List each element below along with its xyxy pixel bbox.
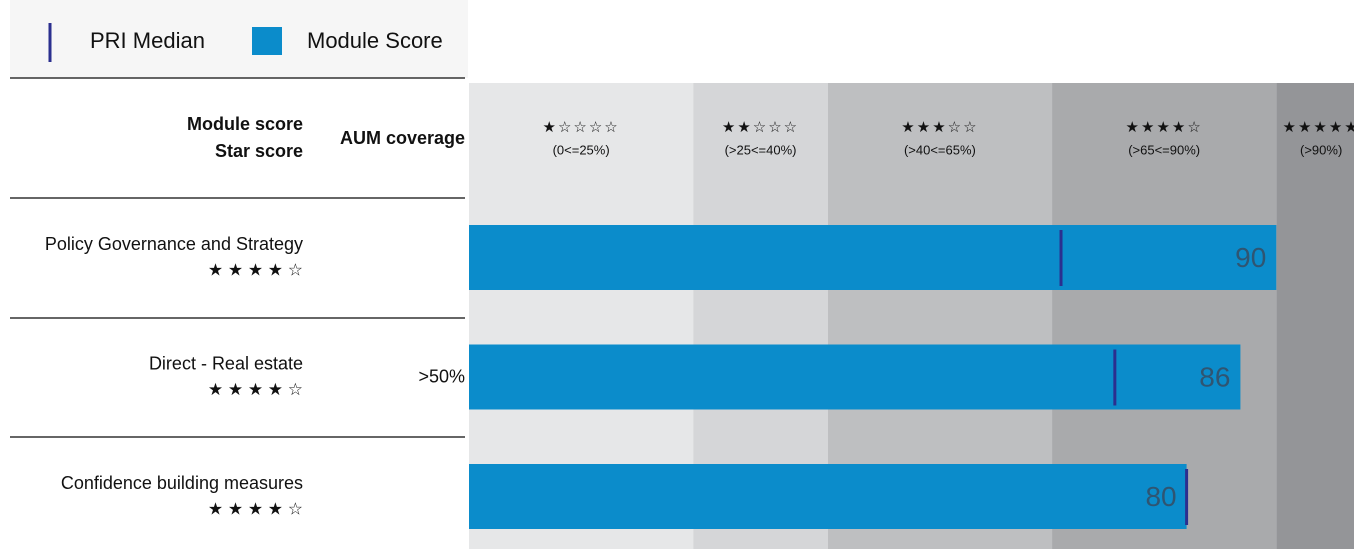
band-stars: ★☆☆☆☆ xyxy=(543,119,620,136)
band xyxy=(1276,83,1354,549)
row-stars: ★ ★ ★ ★ ☆ xyxy=(208,380,303,399)
legend-label: Module Score xyxy=(307,28,443,53)
value-label: 80 xyxy=(1145,481,1176,512)
row-label: Confidence building measures xyxy=(61,473,303,493)
band-stars: ★★★☆☆ xyxy=(901,119,978,136)
row-stars: ★ ★ ★ ★ ☆ xyxy=(208,260,303,279)
value-label: 90 xyxy=(1235,242,1266,273)
band-label: (>40<=65%) xyxy=(904,142,976,157)
band-label: (>90%) xyxy=(1300,142,1342,157)
band-stars: ★★★★☆ xyxy=(1126,119,1203,136)
bar xyxy=(469,344,1241,410)
row-label: Direct - Real estate xyxy=(149,353,303,373)
band-stars: ★★★★★ xyxy=(1283,119,1354,136)
band-stars: ★★☆☆☆ xyxy=(722,119,799,136)
band-label: (>25<=40%) xyxy=(725,142,797,157)
value-label: 86 xyxy=(1199,361,1230,392)
row-label: Policy Governance and Strategy xyxy=(45,234,303,254)
header-coverage: AUM coverage xyxy=(340,128,465,148)
header-score: Module score xyxy=(187,114,303,134)
header-star: Star score xyxy=(215,141,303,161)
band-label: (>65<=90%) xyxy=(1128,142,1200,157)
legend-score-icon xyxy=(252,27,282,55)
band-label: (0<=25%) xyxy=(553,142,610,157)
legend-label: PRI Median xyxy=(90,28,205,53)
row-coverage: >50% xyxy=(418,366,465,386)
row-stars: ★ ★ ★ ★ ☆ xyxy=(208,499,303,518)
legend-background xyxy=(10,0,468,78)
bar xyxy=(469,464,1187,529)
bar xyxy=(469,225,1277,290)
